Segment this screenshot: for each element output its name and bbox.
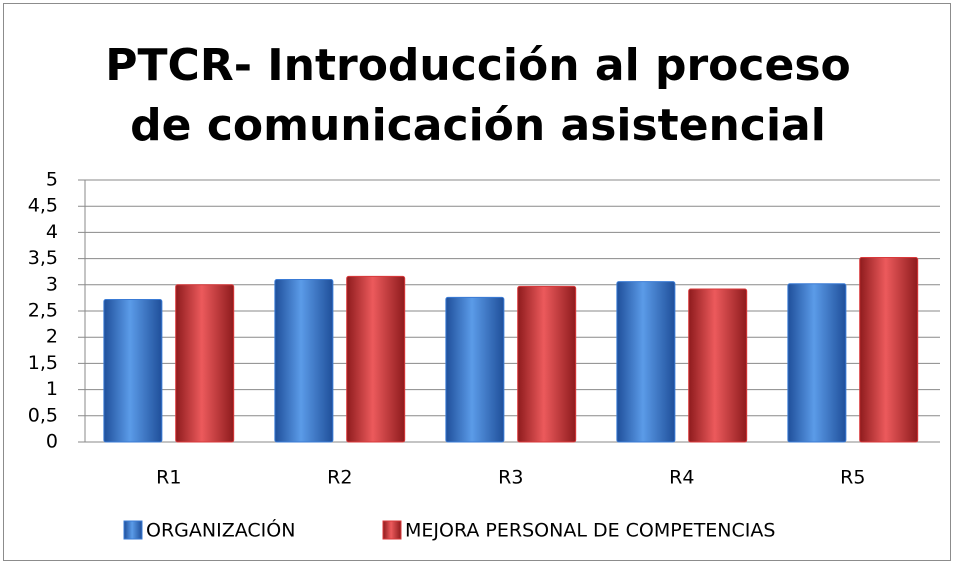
bar [616,281,676,443]
y-tick-label: 3 [46,273,58,295]
x-tick-label: R5 [840,467,865,489]
bar [787,283,847,443]
x-tick-label: R3 [498,467,523,489]
bar [175,284,235,443]
legend-label: ORGANIZACIÓN [146,518,295,542]
y-tick-label: 1 [46,378,58,400]
y-tick-label: 0,5 [28,404,58,426]
y-tick-label: 4,5 [28,195,58,217]
bar [274,279,334,443]
bar [688,288,748,443]
bar [445,296,505,443]
y-tick-label: 1,5 [28,352,58,374]
legend-swatch [123,520,143,540]
y-tick-label: 5 [46,169,58,191]
y-tick-label: 2 [46,326,58,348]
bar [103,298,163,443]
y-tick-label: 4 [46,221,58,243]
legend-label: MEJORA PERSONAL DE COMPETENCIAS [405,520,775,542]
x-tick-label: R2 [327,467,352,489]
bar [517,285,577,443]
bar [346,275,406,443]
chart-title: PTCR- Introducción al proceso de comunic… [105,40,851,151]
y-tick-label: 2,5 [28,300,58,322]
y-tick-label: 3,5 [28,247,58,269]
y-tick-label: 0 [46,431,58,453]
x-tick-label: R1 [156,467,181,489]
bar [859,257,919,443]
legend-swatch [382,520,402,540]
chart-frame [3,3,951,561]
x-tick-label: R4 [669,467,694,489]
